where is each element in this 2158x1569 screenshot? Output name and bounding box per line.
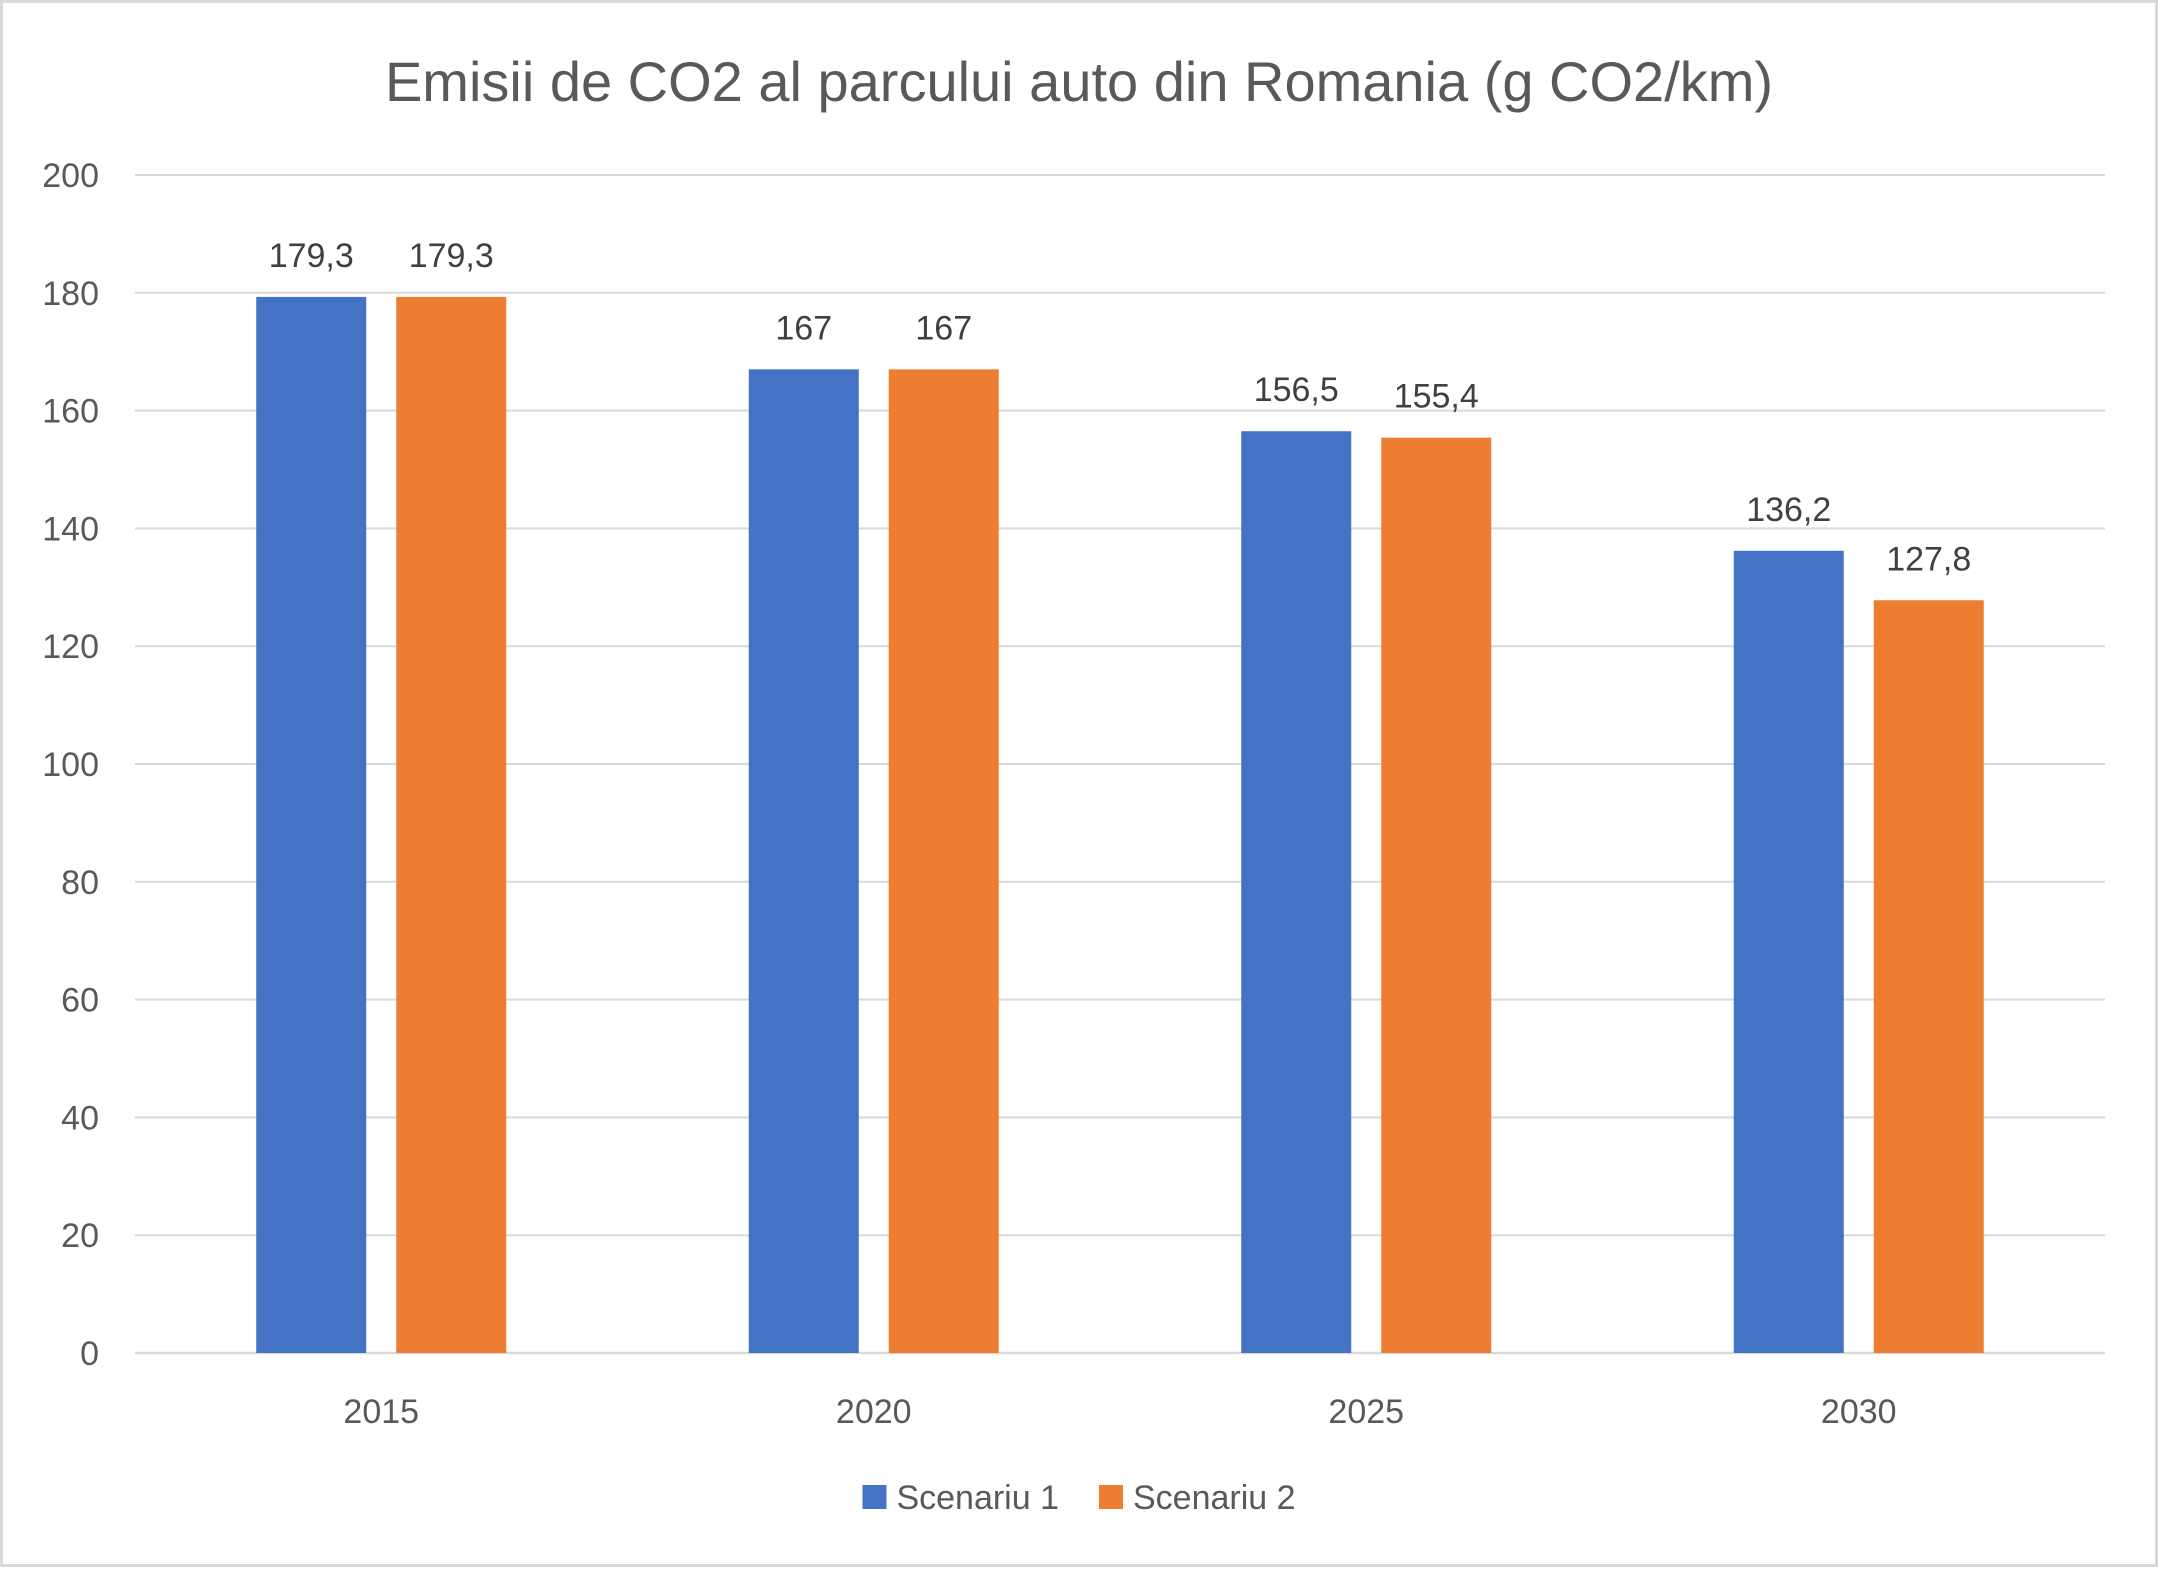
- data-label: 167: [915, 309, 972, 347]
- data-label: 127,8: [1886, 540, 1971, 578]
- y-tick-label: 180: [42, 275, 99, 313]
- y-tick-label: 60: [61, 982, 99, 1020]
- bar-chart: Emisii de CO2 al parcului auto din Roman…: [42, 50, 2105, 1517]
- bar-scenariu-1-2030: [1733, 550, 1844, 1353]
- bar-scenariu-1-2015: [256, 296, 367, 1354]
- legend-swatch-scenariu-2: [1099, 1485, 1123, 1509]
- y-tick-label: 20: [61, 1217, 99, 1255]
- bars: [256, 296, 1984, 1354]
- y-axis-ticks: 0 20 40 60 80 100 120 140 160 180 200: [42, 157, 99, 1373]
- legend-label: Scenariu 2: [1133, 1479, 1296, 1517]
- y-tick-label: 160: [42, 393, 99, 431]
- data-label: 167: [775, 309, 832, 347]
- x-tick-label: 2015: [343, 1393, 419, 1431]
- legend: Scenariu 1 Scenariu 2: [862, 1479, 1296, 1517]
- y-tick-label: 0: [80, 1335, 99, 1373]
- y-tick-label: 100: [42, 746, 99, 784]
- y-tick-label: 120: [42, 628, 99, 666]
- y-tick-label: 200: [42, 157, 99, 195]
- x-tick-label: 2030: [1821, 1393, 1897, 1431]
- bar-scenariu-2-2020: [888, 369, 999, 1353]
- legend-swatch-scenariu-1: [862, 1485, 887, 1509]
- legend-label: Scenariu 1: [896, 1479, 1059, 1517]
- x-axis-ticks: 2015 2020 2025 2030: [343, 1393, 1896, 1431]
- data-label: 136,2: [1746, 491, 1831, 529]
- x-tick-label: 2020: [836, 1393, 912, 1431]
- bar-scenariu-1-2025: [1241, 431, 1352, 1354]
- y-tick-label: 80: [61, 864, 99, 902]
- y-tick-label: 140: [42, 510, 99, 548]
- bar-scenariu-1-2020: [748, 369, 859, 1353]
- data-label: 179,3: [409, 237, 494, 275]
- data-label: 179,3: [269, 237, 354, 275]
- bar-scenariu-2-2030: [1873, 600, 1984, 1353]
- data-label: 155,4: [1394, 378, 1479, 416]
- y-tick-label: 40: [61, 1099, 99, 1137]
- chart-title: Emisii de CO2 al parcului auto din Roman…: [385, 50, 1773, 113]
- data-labels: 179,3 179,3 167 167 156,5 155,4 136,2 127,8: [269, 237, 1972, 578]
- x-tick-label: 2025: [1328, 1393, 1404, 1431]
- bar-scenariu-2-2015: [396, 296, 507, 1354]
- bar-scenariu-2-2025: [1381, 437, 1492, 1354]
- data-label: 156,5: [1254, 371, 1339, 409]
